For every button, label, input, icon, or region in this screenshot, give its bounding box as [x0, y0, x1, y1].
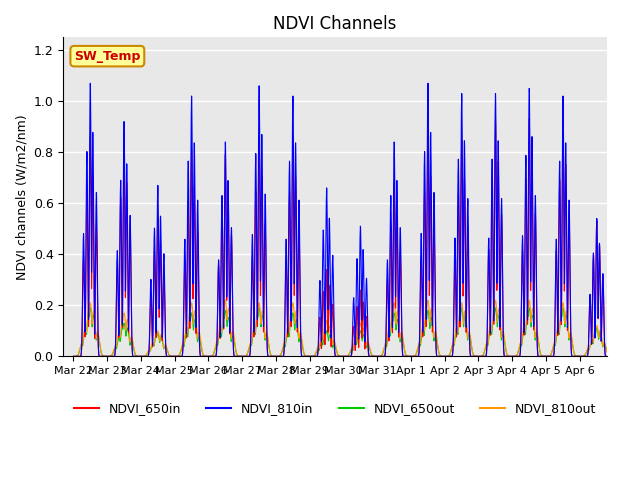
Text: SW_Temp: SW_Temp [74, 49, 141, 63]
Y-axis label: NDVI channels (W/m2/nm): NDVI channels (W/m2/nm) [15, 114, 28, 280]
Title: NDVI Channels: NDVI Channels [273, 15, 397, 33]
Legend: NDVI_650in, NDVI_810in, NDVI_650out, NDVI_810out: NDVI_650in, NDVI_810in, NDVI_650out, NDV… [68, 397, 601, 420]
